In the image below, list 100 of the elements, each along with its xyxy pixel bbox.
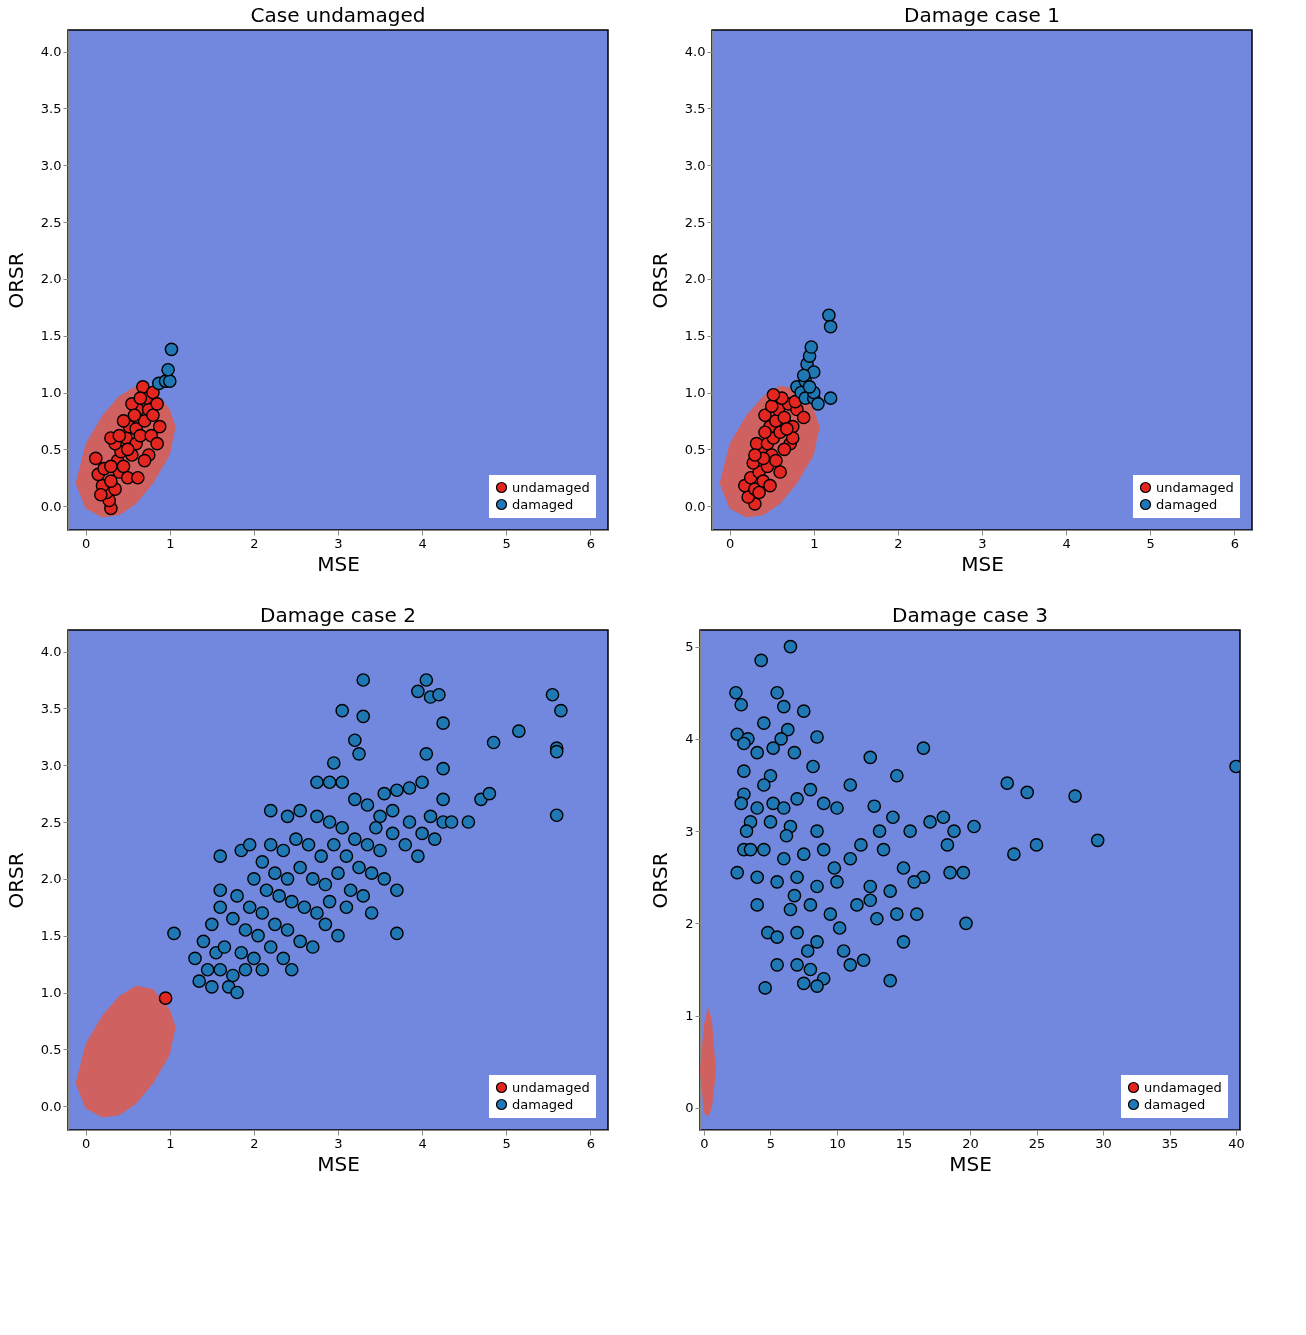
chart-title: Damage case 3 [892,603,1048,627]
x-tick-label: 0 [82,535,91,551]
point [116,459,131,474]
x-axis-title: MSE [317,1151,360,1176]
point [773,465,787,479]
x-tick-label: 5 [1146,535,1155,551]
legend-label: undamaged [512,1079,590,1095]
point [164,342,179,357]
y-axis-title: ORSR [3,852,28,909]
x-axis-title: MSE [317,551,360,576]
point [823,391,838,405]
legend-label: damaged [512,496,574,512]
point [748,448,762,462]
y-tick-label: 1 [685,1008,694,1024]
y-tick-label: 3.5 [40,100,62,116]
y-axis-title: ORSR [3,252,28,309]
x-axis-title: MSE [949,1151,992,1176]
point [104,459,118,474]
x-tick-label: 1 [166,535,175,551]
y-tick-label: 4 [685,731,694,747]
y-tick-label: 1.0 [40,985,62,1000]
legend-label: undamaged [1156,479,1234,495]
point [150,436,164,451]
point [137,453,152,468]
chart-title: Damage case 2 [260,603,416,627]
y-tick-label: 1.0 [684,385,706,400]
point [116,414,131,428]
y-tick-label: 2.5 [40,814,62,830]
y-tick-label: 3.5 [684,100,706,116]
point [758,408,772,423]
point [796,410,811,425]
x-tick-label: 5 [502,1135,511,1151]
y-tick-label: 3 [685,823,694,839]
y-tick-label: 0.0 [40,498,62,514]
y-tick-label: 4.0 [40,44,62,60]
y-tick-label: 3.0 [40,157,62,173]
legend-label: damaged [1156,496,1218,512]
y-tick-label: 2.0 [40,871,62,887]
x-tick-label: 20 [962,1135,979,1151]
y-tick-label: 1.0 [40,385,62,400]
y-tick-label: 0.0 [40,1098,62,1114]
y-tick-label: 3.5 [40,700,62,716]
y-tick-label: 5 [685,639,694,655]
y-tick-label: 1.5 [40,928,62,944]
x-tick-label: 0 [726,535,735,551]
x-tick-label: 1 [810,535,819,551]
x-tick-label: 5 [502,535,511,551]
y-tick-label: 0.0 [684,498,706,514]
y-tick-label: 1.5 [40,328,62,344]
legend-label: undamaged [512,479,590,495]
y-tick-label: 2 [685,915,694,931]
x-tick-label: 1 [166,1135,175,1151]
y-axis-title: ORSR [647,252,672,309]
point [88,451,103,466]
x-tick-label: 6 [586,1135,595,1151]
chart-title: Damage case 1 [904,3,1060,27]
point [763,478,777,493]
point [802,380,817,394]
x-tick-label: 4 [418,1135,427,1151]
point [152,419,167,434]
x-tick-label: 2 [894,535,903,551]
legend-label: undamaged [1144,1079,1222,1095]
point [769,453,783,468]
y-tick-label: 1.5 [684,328,706,344]
y-tick-label: 2.5 [40,214,62,230]
y-tick-label: 0.5 [40,441,62,457]
point [780,422,794,436]
legend-label: damaged [1144,1096,1206,1112]
point [777,410,792,425]
point [804,340,819,354]
y-tick-label: 3.0 [684,157,706,173]
x-tick-label: 3 [334,1135,343,1151]
point [112,428,127,443]
point [764,399,779,413]
y-tick-label: 0.5 [40,1041,62,1057]
chart-title: Case undamaged [250,3,426,27]
x-tick-label: 0 [82,1135,91,1151]
y-axis-title: ORSR [648,852,673,909]
y-tick-label: 4.0 [40,644,62,660]
x-tick-label: 6 [586,535,595,551]
point [766,387,781,402]
legend-label: damaged [512,1096,574,1112]
point [93,487,108,502]
x-tick-label: 3 [978,535,987,551]
point [758,425,772,440]
point [752,485,766,500]
x-tick-label: 6 [1230,535,1239,551]
x-tick-label: 35 [1161,1135,1179,1151]
point [120,442,135,457]
point [806,365,821,379]
x-tick-label: 30 [1095,1135,1112,1151]
point [104,474,118,488]
point [161,362,175,377]
x-tick-label: 25 [1028,1135,1046,1151]
x-tick-label: 4 [1062,535,1071,551]
x-tick-label: 10 [829,1135,846,1151]
point [133,391,148,405]
x-tick-label: 3 [334,535,343,551]
y-tick-label: 0 [685,1100,694,1116]
x-tick-label: 5 [766,1135,776,1151]
